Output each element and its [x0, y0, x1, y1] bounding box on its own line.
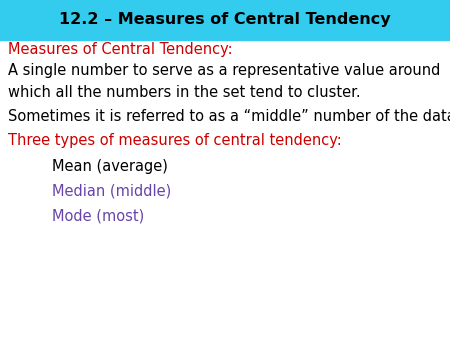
Text: A single number to serve as a representative value around: A single number to serve as a representa…	[8, 64, 441, 78]
Text: Measures of Central Tendency:: Measures of Central Tendency:	[8, 42, 233, 56]
Text: Mode (most): Mode (most)	[52, 208, 144, 223]
Text: Three types of measures of central tendency:: Three types of measures of central tende…	[8, 133, 342, 148]
Text: 12.2 – Measures of Central Tendency: 12.2 – Measures of Central Tendency	[59, 13, 391, 27]
Text: which all the numbers in the set tend to cluster.: which all the numbers in the set tend to…	[8, 85, 361, 100]
Text: Sometimes it is referred to as a “middle” number of the data.: Sometimes it is referred to as a “middle…	[8, 109, 450, 124]
Text: Mean (average): Mean (average)	[52, 159, 167, 174]
Text: Median (middle): Median (middle)	[52, 184, 171, 198]
Bar	[0, 0, 450, 40]
